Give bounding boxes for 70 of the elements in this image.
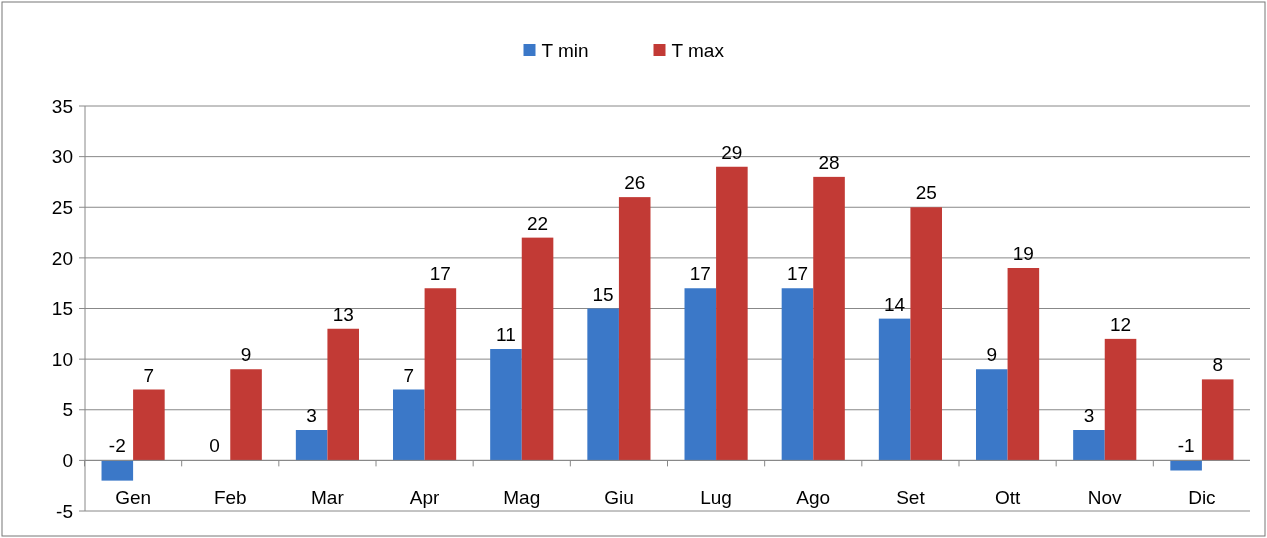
- data-label: 15: [592, 283, 614, 305]
- bar: [327, 328, 359, 461]
- x-tick-label: Apr: [409, 487, 441, 509]
- x-tick-label: Dic: [1188, 487, 1216, 509]
- data-label: 17: [786, 263, 809, 285]
- data-label: 28: [818, 151, 840, 173]
- data-label: 25: [915, 182, 937, 204]
- data-label: 8: [1212, 354, 1223, 376]
- x-tick-label: Set: [896, 487, 926, 509]
- data-label: 14: [884, 293, 906, 315]
- y-tick-label: 5: [62, 399, 73, 421]
- x-tick-label: Gen: [115, 487, 152, 509]
- bar: [684, 288, 717, 461]
- y-tick-label: 15: [51, 298, 73, 320]
- y-tick-label: 10: [51, 348, 73, 370]
- bar: [1201, 379, 1234, 461]
- data-label: 0: [209, 435, 220, 457]
- x-tick-label: Mar: [311, 487, 345, 509]
- bar: [1104, 338, 1137, 461]
- data-label: 9: [240, 344, 252, 366]
- data-label: -2: [108, 435, 126, 457]
- bar: [716, 166, 748, 461]
- bar: [878, 318, 911, 461]
- data-label: 12: [1109, 313, 1132, 335]
- y-tick-label: 35: [51, 95, 73, 117]
- data-label: 7: [403, 364, 415, 386]
- bar: [230, 369, 262, 461]
- legend-label: T min: [541, 39, 589, 61]
- bar: [910, 207, 942, 461]
- data-label: 19: [1012, 243, 1034, 264]
- data-label: 22: [526, 212, 549, 234]
- data-label: 29: [721, 141, 743, 163]
- bar: [618, 197, 651, 461]
- data-label: 7: [143, 364, 155, 386]
- y-tick-label: -5: [56, 500, 73, 522]
- x-tick-label: Nov: [1087, 487, 1123, 509]
- y-tick-label: 0: [62, 450, 73, 472]
- data-label: -1: [1177, 435, 1195, 457]
- bar: [133, 389, 165, 461]
- bar: [393, 389, 425, 461]
- bar: [781, 288, 814, 461]
- bar: [587, 308, 619, 461]
- data-label: 17: [689, 263, 711, 285]
- x-tick-label: Ago: [796, 487, 831, 509]
- y-tick-label: 20: [51, 247, 73, 269]
- x-tick-label: Feb: [213, 487, 247, 509]
- y-tick-label: 30: [51, 146, 73, 168]
- bar: [1007, 268, 1040, 461]
- x-tick-label: Lug: [700, 487, 732, 509]
- data-label: 26: [624, 172, 646, 194]
- bar: [1170, 460, 1202, 471]
- legend-label: T max: [671, 39, 725, 61]
- data-label: 9: [986, 344, 998, 366]
- bar: [101, 460, 134, 481]
- x-tick-label: Mag: [503, 487, 541, 509]
- bar: [295, 430, 328, 461]
- data-label: 11: [496, 324, 516, 345]
- data-label: 17: [429, 263, 451, 285]
- bar: [424, 288, 457, 461]
- bar: [1073, 430, 1105, 461]
- x-tick-label: Ott: [994, 487, 1021, 509]
- data-label: 13: [332, 303, 354, 325]
- data-label: 3: [1083, 405, 1095, 426]
- y-tick-label: 25: [51, 196, 73, 218]
- bar: [490, 349, 522, 461]
- bar: [521, 237, 554, 461]
- bar: [976, 369, 1008, 461]
- data-label: 3: [306, 405, 317, 426]
- bar: [813, 176, 845, 461]
- x-tick-label: Giu: [604, 487, 634, 509]
